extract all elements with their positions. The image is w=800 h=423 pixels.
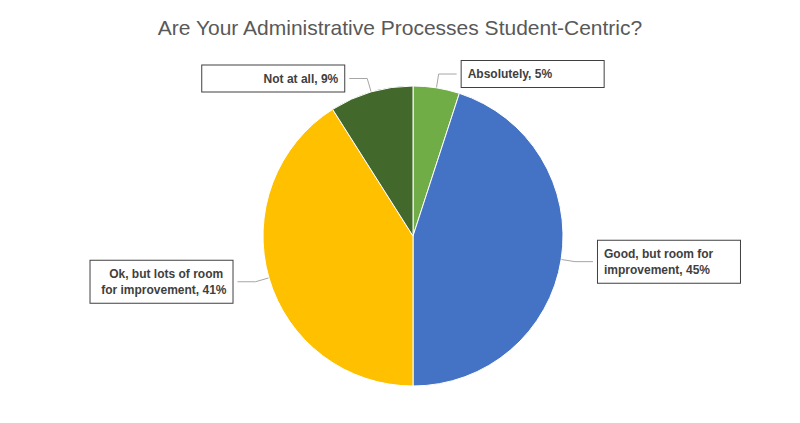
svg-text:Not at all, 9%: Not at all, 9% — [264, 72, 339, 86]
svg-text:improvement, 45%: improvement, 45% — [604, 263, 710, 277]
svg-text:Good, but room for: Good, but room for — [604, 247, 717, 261]
svg-text:Absolutely, 5%: Absolutely, 5% — [468, 67, 553, 81]
svg-text:Ok, but lots of room: Ok, but lots of room — [109, 267, 226, 281]
svg-text:for improvement, 41%: for improvement, 41% — [101, 283, 227, 297]
svg-text:Are Your Administrative Proces: Are Your Administrative Processes Studen… — [158, 16, 642, 39]
